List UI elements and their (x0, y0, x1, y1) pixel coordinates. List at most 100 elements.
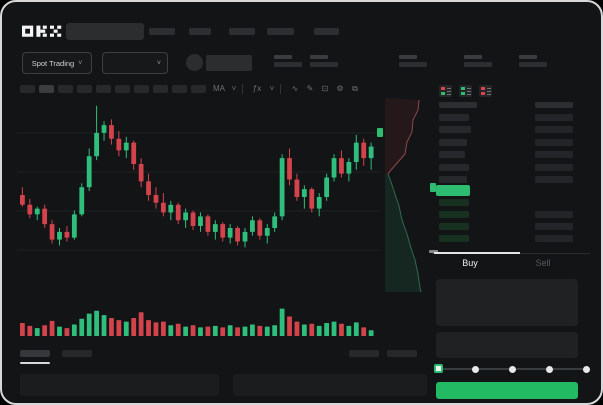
market-type-dropdown[interactable]: Spot Trading ˅ (22, 52, 92, 74)
indicators-icon[interactable]: ƒx (252, 84, 262, 93)
nav-item[interactable] (229, 28, 255, 35)
slider-stop[interactable] (471, 365, 479, 373)
ask-amount-bar (535, 138, 573, 146)
bid-amount-bar (535, 235, 573, 242)
depth-mid-marker (430, 183, 436, 192)
ask-amount-bar (535, 163, 573, 171)
bottom-tab[interactable] (62, 350, 92, 357)
interval-button[interactable] (39, 85, 54, 93)
ask-price-bar[interactable] (439, 163, 469, 171)
bid-price-bar[interactable] (439, 211, 469, 218)
chevron-down-icon[interactable]: ˅ (231, 84, 237, 93)
ask-price-bar[interactable] (439, 114, 469, 121)
book-both-icon[interactable] (439, 85, 452, 97)
camera-icon[interactable]: ⊡ (321, 84, 329, 93)
mini-line (467, 90, 471, 92)
interval-button[interactable] (172, 85, 187, 93)
nav-item[interactable] (314, 28, 339, 35)
interval-button[interactable] (191, 85, 206, 93)
mini-line (447, 93, 451, 95)
draw-icon[interactable]: ✎ (306, 84, 314, 93)
mini-ask-block (441, 87, 445, 90)
toolbar-separator (242, 84, 243, 94)
bid-price-bar[interactable] (439, 223, 469, 230)
mini-ask-block (461, 87, 465, 90)
mini-line (447, 90, 451, 92)
price-input[interactable] (436, 279, 578, 326)
nav-item[interactable] (267, 28, 294, 35)
bottom-tab[interactable] (20, 350, 50, 357)
stat-value (519, 62, 547, 67)
chevron-down-icon: ˅ (156, 59, 161, 67)
mini-line (487, 93, 491, 95)
line-style-icon[interactable]: ∿ (291, 84, 299, 93)
ask-price-bar[interactable] (439, 176, 467, 183)
slider-handle[interactable] (434, 364, 443, 373)
stat-label (274, 55, 292, 59)
toolbar-separator (280, 84, 281, 94)
price-marker (377, 128, 383, 137)
mini-line (487, 90, 491, 92)
ask-price-bar[interactable] (439, 126, 471, 134)
tab-buy[interactable]: Buy (462, 258, 478, 268)
stat-label (464, 55, 482, 59)
depth-strip (385, 98, 422, 292)
mini-line (467, 87, 471, 89)
tab-sell[interactable]: Sell (535, 258, 551, 268)
amount-input[interactable] (436, 332, 578, 358)
slider-stop[interactable] (508, 365, 516, 373)
bottom-action[interactable] (387, 350, 417, 357)
depth-scale-tick (429, 250, 438, 253)
active-tab-underline (20, 362, 50, 364)
mini-bid-block (481, 91, 485, 95)
nav-item[interactable] (149, 28, 175, 35)
stat-label (310, 55, 328, 59)
interval-button[interactable] (153, 85, 168, 93)
settings-icon[interactable]: ⚙ (336, 84, 344, 93)
buy-button[interactable] (436, 382, 578, 399)
ask-price-bar[interactable] (439, 138, 467, 146)
ask-amount-bar (535, 114, 573, 121)
book-bids-icon[interactable] (459, 85, 472, 97)
fullscreen-icon[interactable]: ⧉ (352, 84, 358, 93)
ask-amount-bar (535, 176, 573, 183)
interval-button[interactable] (96, 85, 111, 93)
interval-button[interactable] (20, 85, 35, 93)
mini-ask-block (481, 87, 485, 90)
mini-line (467, 93, 471, 95)
interval-button[interactable] (58, 85, 73, 93)
mini-line (487, 87, 491, 89)
stat-label (399, 55, 417, 59)
orderbook-header-amount (535, 102, 573, 108)
pair-selector-dropdown[interactable]: ˅ (102, 52, 168, 74)
mini-bid-block (461, 91, 465, 95)
pair-name-placeholder (206, 55, 252, 71)
candlestick-chart[interactable] (17, 98, 380, 292)
coin-icon (186, 54, 203, 71)
chevron-down-icon: ˅ (78, 59, 83, 67)
ask-price-bar[interactable] (439, 151, 465, 159)
history-panel (20, 374, 219, 396)
interval-button[interactable] (115, 85, 130, 93)
slider-stop[interactable] (545, 365, 553, 373)
stat-value (399, 62, 427, 67)
search-input[interactable] (66, 23, 144, 40)
interval-button[interactable] (77, 85, 92, 93)
mini-line (447, 87, 451, 89)
slider-stop[interactable] (582, 365, 590, 373)
book-asks-icon[interactable] (479, 85, 492, 97)
bid-amount-bar (535, 223, 573, 230)
ask-amount-bar (535, 151, 573, 159)
volume-bars (20, 308, 374, 336)
mini-bid-block (441, 91, 445, 95)
bid-price-bar[interactable] (439, 199, 469, 206)
last-price-badge[interactable] (436, 185, 470, 196)
bid-price-bar[interactable] (439, 235, 469, 242)
okx-logo[interactable] (22, 24, 62, 40)
bottom-action[interactable] (349, 350, 379, 357)
nav-item[interactable] (189, 28, 211, 35)
stat-value (310, 62, 338, 67)
interval-button[interactable] (134, 85, 149, 93)
interval-label-icon[interactable]: MA (213, 84, 225, 93)
chevron-down-icon[interactable]: ˅ (269, 84, 275, 93)
